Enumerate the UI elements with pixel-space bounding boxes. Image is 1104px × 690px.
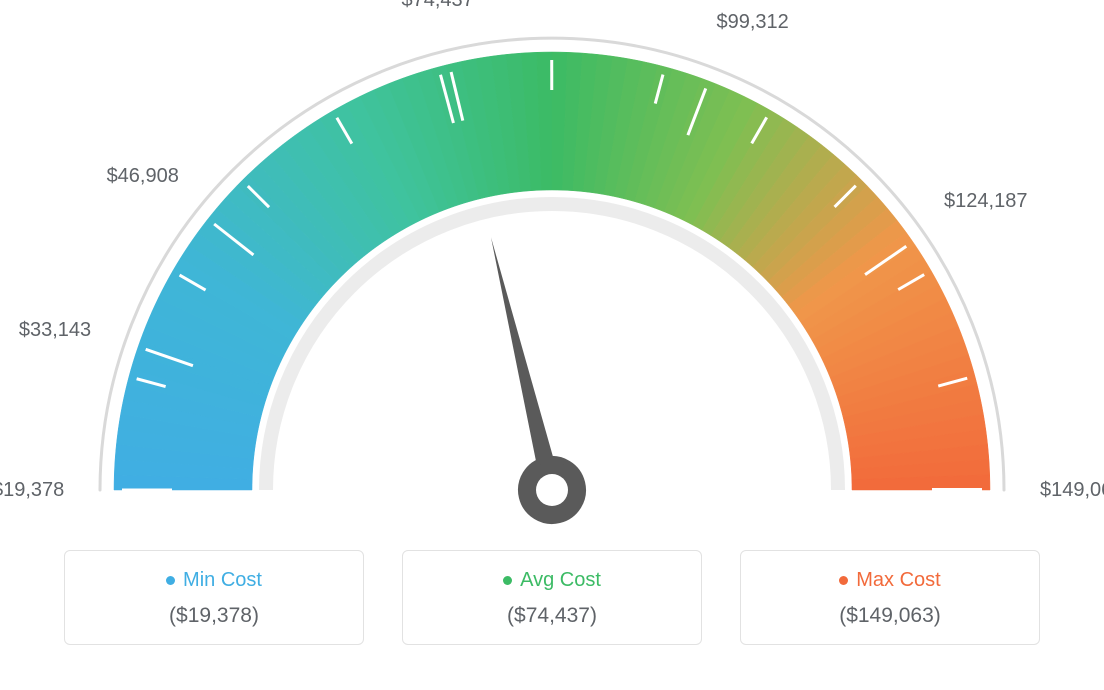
legend-value-avg: ($74,437) [413,604,691,628]
gauge-cost-chart: $19,378 $33,143 $46,908 $74,437 $99,312 $124,… [0,0,1104,690]
gauge-svg [0,0,1104,530]
tick-label: $99,312 [717,11,789,34]
dot-icon [839,576,848,585]
gauge-area: $19,378 $33,143 $46,908 $74,437 $99,312 $124,… [0,0,1104,530]
tick-label: $74,437 [401,0,473,12]
legend-title-text: Max Cost [856,569,940,592]
tick-label: $124,187 [944,190,1027,213]
legend-box-min: Min Cost ($19,378) [64,550,364,645]
legend-box-max: Max Cost ($149,063) [740,550,1040,645]
legend-title-text: Min Cost [183,569,262,592]
legend-title-min: Min Cost [166,569,262,592]
legend-box-avg: Avg Cost ($74,437) [402,550,702,645]
tick-label: $149,063 [1040,479,1104,502]
legend-row: Min Cost ($19,378) Avg Cost ($74,437) Ma… [0,550,1104,645]
legend-title-max: Max Cost [839,569,940,592]
legend-title-avg: Avg Cost [503,569,601,592]
legend-value-min: ($19,378) [75,604,353,628]
tick-label: $33,143 [19,319,91,342]
tick-label: $19,378 [0,479,64,502]
legend-value-max: ($149,063) [751,604,1029,628]
dot-icon [166,576,175,585]
legend-title-text: Avg Cost [520,569,601,592]
tick-label: $46,908 [107,165,179,188]
dot-icon [503,576,512,585]
